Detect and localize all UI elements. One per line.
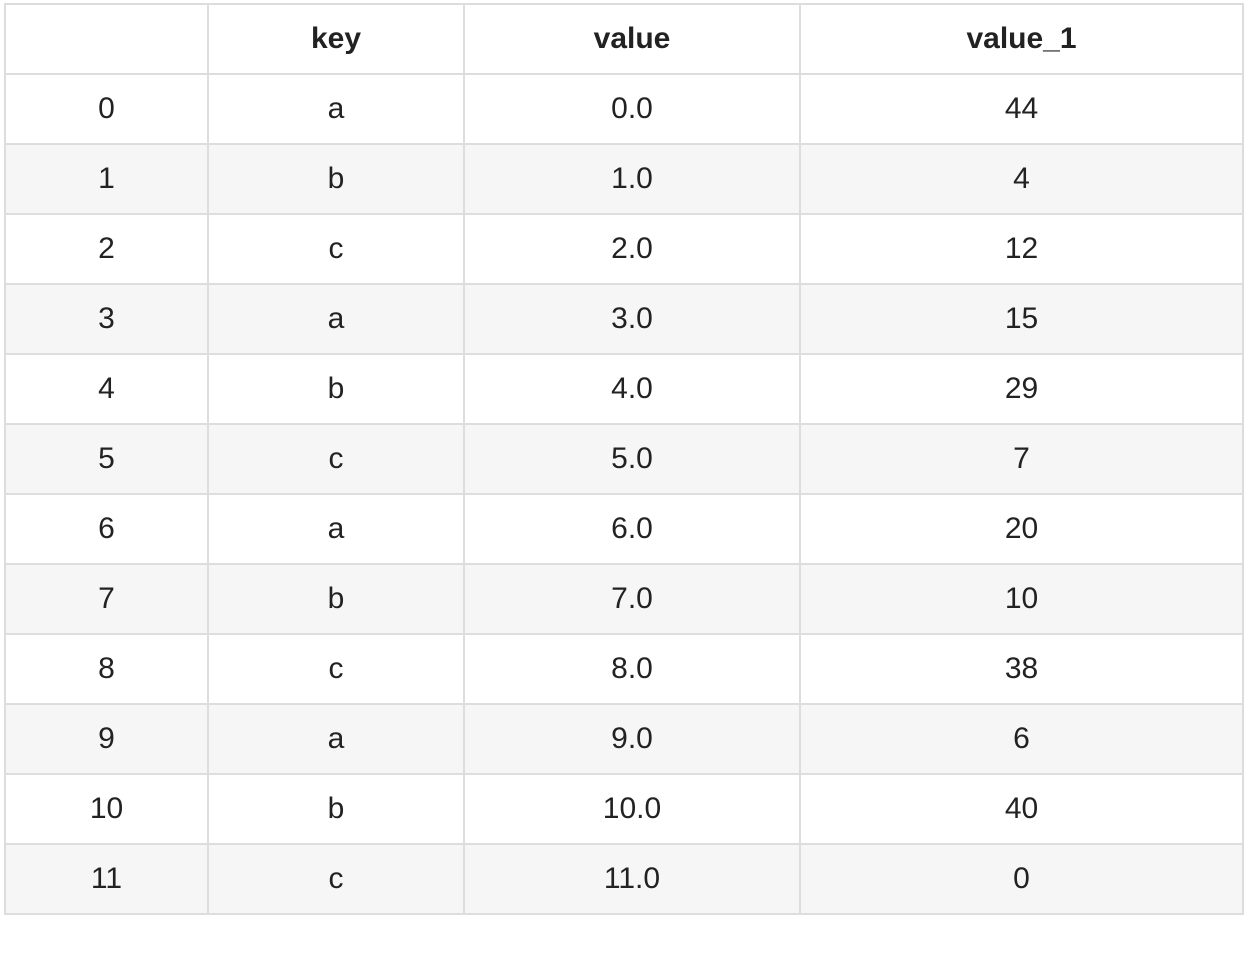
row-index-cell: 10 [4, 773, 209, 845]
table-row: 1 b 1.0 4 [4, 143, 1244, 215]
value-cell: 4.0 [463, 353, 801, 425]
row-index-cell: 8 [4, 633, 209, 705]
table-row: 2 c 2.0 12 [4, 213, 1244, 285]
value-1-cell: 44 [799, 73, 1244, 145]
value-1-cell: 20 [799, 493, 1244, 565]
table-row: 3 a 3.0 15 [4, 283, 1244, 355]
key-cell: b [207, 773, 465, 845]
value-1-cell: 6 [799, 703, 1244, 775]
value-cell: 8.0 [463, 633, 801, 705]
value-cell: 3.0 [463, 283, 801, 355]
table-row: 8 c 8.0 38 [4, 633, 1244, 705]
dataframe-container: key value value_1 0 a 0.0 44 1 b 1.0 4 2 c 2.0 12 3 a… [4, 3, 1244, 915]
table-row: 9 a 9.0 6 [4, 703, 1244, 775]
table-row: 5 c 5.0 7 [4, 423, 1244, 495]
key-cell: b [207, 353, 465, 425]
value-1-cell: 0 [799, 843, 1244, 915]
value-1-cell: 29 [799, 353, 1244, 425]
value-cell: 2.0 [463, 213, 801, 285]
value-1-cell: 15 [799, 283, 1244, 355]
value-1-cell: 38 [799, 633, 1244, 705]
key-cell: a [207, 283, 465, 355]
value-cell: 10.0 [463, 773, 801, 845]
value-cell: 5.0 [463, 423, 801, 495]
key-cell: c [207, 213, 465, 285]
column-header-value: value [463, 3, 801, 75]
value-1-cell: 12 [799, 213, 1244, 285]
value-1-cell: 4 [799, 143, 1244, 215]
value-1-cell: 7 [799, 423, 1244, 495]
row-index-cell: 6 [4, 493, 209, 565]
key-cell: a [207, 493, 465, 565]
table-row: 10 b 10.0 40 [4, 773, 1244, 845]
table-row: 7 b 7.0 10 [4, 563, 1244, 635]
column-header-key: key [207, 3, 465, 75]
table-row: 11 c 11.0 0 [4, 843, 1244, 915]
key-cell: b [207, 143, 465, 215]
value-1-cell: 10 [799, 563, 1244, 635]
row-index-cell: 4 [4, 353, 209, 425]
table-row: 6 a 6.0 20 [4, 493, 1244, 565]
value-cell: 9.0 [463, 703, 801, 775]
row-index-cell: 0 [4, 73, 209, 145]
value-cell: 6.0 [463, 493, 801, 565]
row-index-cell: 1 [4, 143, 209, 215]
row-index-cell: 5 [4, 423, 209, 495]
key-cell: a [207, 703, 465, 775]
key-cell: c [207, 633, 465, 705]
row-index-cell: 9 [4, 703, 209, 775]
value-cell: 11.0 [463, 843, 801, 915]
value-cell: 0.0 [463, 73, 801, 145]
key-cell: c [207, 423, 465, 495]
row-index-cell: 3 [4, 283, 209, 355]
value-cell: 1.0 [463, 143, 801, 215]
value-1-cell: 40 [799, 773, 1244, 845]
key-cell: a [207, 73, 465, 145]
dataframe-table: key value value_1 0 a 0.0 44 1 b 1.0 4 2 c 2.0 12 3 a… [4, 3, 1244, 915]
column-header-value-1: value_1 [799, 3, 1244, 75]
row-index-cell: 7 [4, 563, 209, 635]
table-row: 4 b 4.0 29 [4, 353, 1244, 425]
table-row: 0 a 0.0 44 [4, 73, 1244, 145]
row-index-cell: 2 [4, 213, 209, 285]
value-cell: 7.0 [463, 563, 801, 635]
index-header [4, 3, 209, 75]
key-cell: b [207, 563, 465, 635]
key-cell: c [207, 843, 465, 915]
header-row: key value value_1 [4, 3, 1244, 75]
row-index-cell: 11 [4, 843, 209, 915]
